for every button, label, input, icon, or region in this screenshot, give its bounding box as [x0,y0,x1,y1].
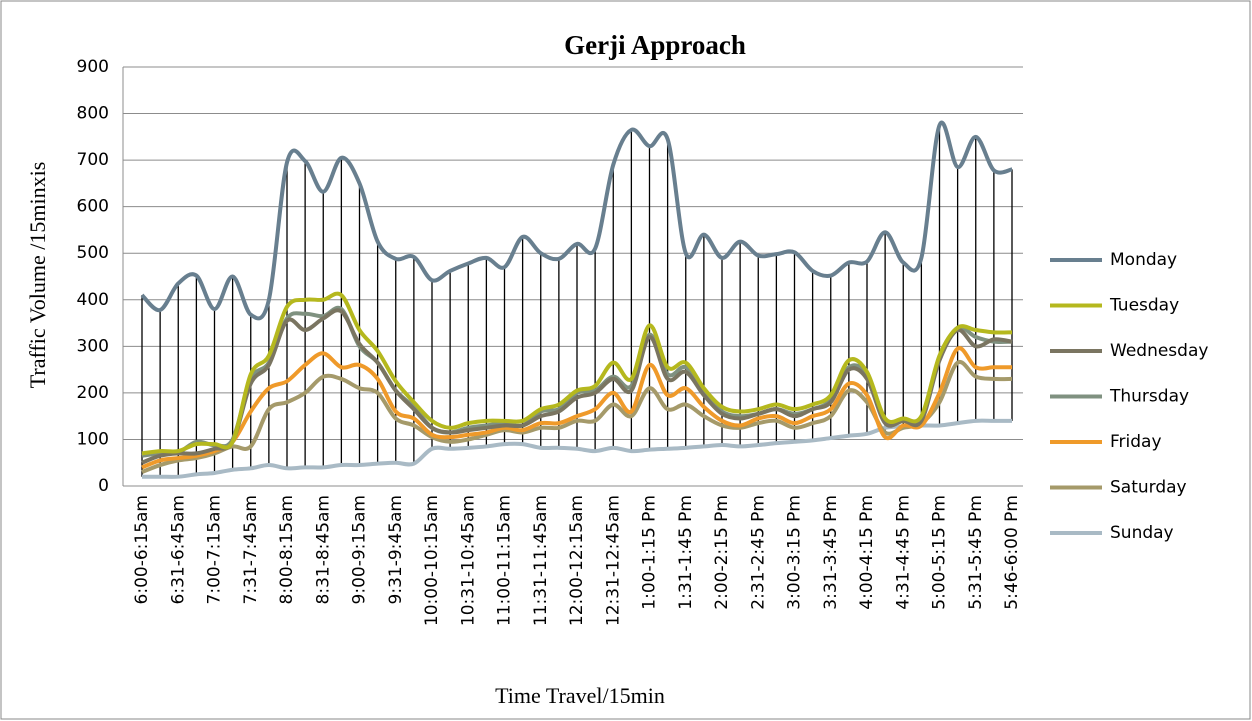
x-tick-label: 4:00-4:15 Pm [857,495,877,610]
x-axis-title: Time Travel/15min [495,683,665,708]
legend-label: Wednesday [1110,341,1208,361]
series-line [141,308,1013,465]
x-tick-label: 1:00-1:15 Pm [640,495,660,610]
x-tick-label: 10:31-10:45am [458,495,478,626]
y-tick-label: 0 [98,476,109,496]
legend-label: Monday [1110,250,1177,270]
x-tick-label: 5:31-5:45 Pm [966,495,986,610]
series-line [140,120,1013,321]
x-tick-label: 6:31-6:45am [168,495,188,604]
x-tick-label: 7:31-7:45am [241,495,261,604]
y-tick-label: 200 [77,383,109,403]
x-tick-label: 9:31-9:45am [386,495,406,604]
legend-label: Sunday [1110,523,1174,543]
x-tick-label: 5:46-6:00 Pm [1002,495,1022,610]
y-tick-label: 800 [77,104,109,124]
x-tick-label: 11:31-11:45am [531,495,551,626]
x-tick-label: 9:00-9:15am [350,495,370,604]
series-line [141,418,1012,479]
y-tick-label: 500 [77,243,109,263]
y-axis-title: Traffic Volume /15minxis [25,162,50,389]
y-tick-label: 300 [77,336,109,356]
x-tick-label: 4:31-4:45 Pm [893,495,913,610]
x-tick-label: 10:00-10:15am [422,495,442,626]
legend-label: Friday [1110,432,1162,452]
legend-label: Thursday [1109,387,1189,407]
series-line [141,359,1013,474]
legend-label: Saturday [1110,478,1187,498]
y-tick-label: 900 [77,57,109,77]
x-tick-label: 2:31-2:45 Pm [748,495,768,610]
series-line [141,346,1012,470]
x-tick-label: 3:00-3:15 Pm [785,495,805,610]
x-tick-label: 3:31-3:45 Pm [821,495,841,610]
y-tick-label: 600 [77,197,109,217]
chart-title: Gerji Approach [564,30,746,60]
x-tick-label: 12:00-12:15am [567,495,587,626]
y-tick-label: 100 [77,429,109,449]
x-tick-label: 2:00-2:15 Pm [712,495,732,610]
series-line [141,291,1013,456]
x-tick-label: 12:31-12:45am [603,495,623,626]
x-tick-label: 8:00-8:15am [277,495,297,604]
x-tick-label: 7:00-7:15am [205,495,225,604]
x-tick-label: 8:31-8:45am [313,495,333,604]
x-tick-label: 11:00-11:15am [495,495,515,626]
x-tick-label: 6:00-6:15am [132,495,152,604]
x-tick-label: 1:31-1:45 Pm [676,495,696,610]
y-tick-label: 400 [77,290,109,310]
legend-label: Tuesday [1109,296,1179,316]
x-tick-label: 5:00-5:15 Pm [930,495,950,610]
y-tick-label: 700 [77,150,109,170]
